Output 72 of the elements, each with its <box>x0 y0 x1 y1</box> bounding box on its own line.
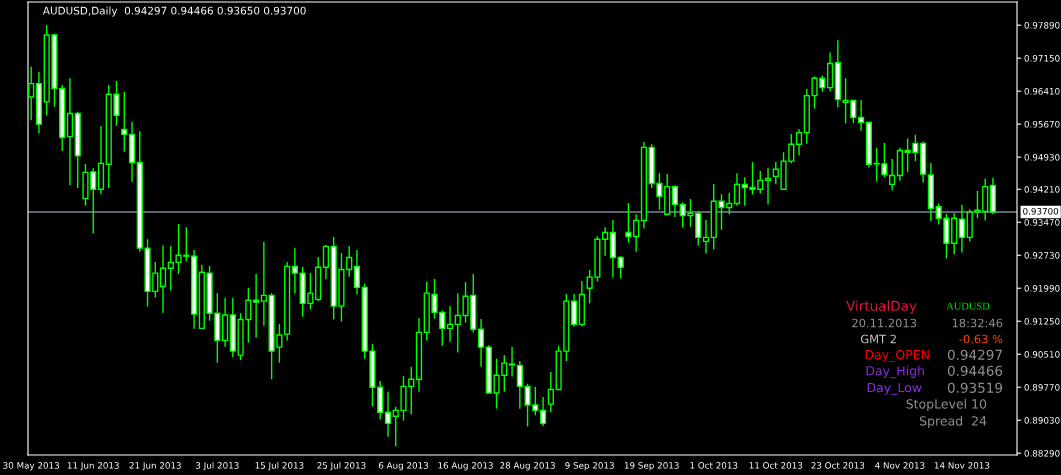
annotation: Day_High <box>866 365 924 379</box>
y-tick-label: 0.95670 <box>1024 121 1060 128</box>
candlestick <box>353 249 361 296</box>
annotation: 0.94466 <box>947 365 1003 376</box>
annotation: StopLevel 10 <box>906 398 987 412</box>
y-tick-label: 0.89770 <box>1024 384 1060 391</box>
y-tick-label: 0.96410 <box>1024 88 1060 95</box>
candlestick <box>446 305 454 343</box>
annotation: -0.63 % <box>959 334 1003 344</box>
candlestick <box>547 371 554 413</box>
x-tick-label: 21 Jun 2013 <box>129 462 181 471</box>
annotation: Day_OPEN <box>865 349 929 363</box>
x-tick-label: 3 Jul 2013 <box>196 461 239 471</box>
candlestick <box>617 255 624 280</box>
annotation: Spread 24 <box>919 415 987 429</box>
annotation: GMT 2 <box>860 334 896 344</box>
candlestick <box>121 91 128 153</box>
y-tick-label: 0.93470 <box>1024 219 1060 226</box>
chart-title: AUDUSD,Daily 0.94297 0.94466 0.93650 0.93700 <box>42 6 306 17</box>
x-tick-label: 9 Sep 2013 <box>565 462 614 471</box>
x-tick-label: 15 Jul 2013 <box>255 461 304 471</box>
y-tick-label: 0.90510 <box>1024 351 1060 358</box>
candlestick <box>253 273 260 339</box>
x-tick-label: 23 Oct 2013 <box>811 462 865 469</box>
candlestick <box>384 390 392 438</box>
y-tick-label: 0.94930 <box>1024 153 1060 161</box>
candlestick <box>28 65 35 121</box>
y-tick-label: 0.91990 <box>1024 285 1060 292</box>
y-tick-label: 0.88290 <box>1024 450 1060 457</box>
x-tick-label: 19 Sep 2013 <box>624 462 679 471</box>
x-tick-label: 6 Aug 2013 <box>378 462 429 471</box>
y-tick-label: 0.97150 <box>1024 55 1060 62</box>
x-tick-label: 11 Oct 2013 <box>749 462 803 469</box>
x-tick-label: 1 Oct 2013 <box>690 462 738 469</box>
ref-line-label: 0.93700 <box>1023 207 1059 215</box>
y-tick-label: 0.92730 <box>1024 252 1060 259</box>
candlestick <box>508 346 516 378</box>
candlestick <box>671 184 679 218</box>
candlestick <box>539 396 547 427</box>
candlestick <box>857 99 865 132</box>
annotation: 20.11.2013 <box>852 318 917 328</box>
x-tick-label: 4 Nov 2013 <box>875 462 925 469</box>
candlestick <box>260 241 267 327</box>
x-tick-label: 11 Jun 2013 <box>67 462 119 471</box>
candlestick <box>602 226 609 257</box>
candlestick <box>733 172 741 207</box>
x-tick-label: 28 Aug 2013 <box>500 462 555 471</box>
annotation: 18:32:46 <box>952 318 1003 328</box>
y-tick-label: 0.94210 <box>1024 186 1060 193</box>
candlestick <box>291 247 298 295</box>
candlestick <box>322 244 330 281</box>
annotation: VirtualDay <box>846 300 917 314</box>
y-tick-label: 0.97890 <box>1024 22 1060 29</box>
y-tick-label: 0.89030 <box>1024 417 1060 424</box>
candlestick <box>477 318 485 368</box>
candlestick <box>159 244 167 314</box>
annotation: 0.93519 <box>947 382 1003 393</box>
candlestick <box>702 219 710 255</box>
x-tick-label: 16 Aug 2013 <box>438 462 493 471</box>
annotation: AUDUSD <box>946 302 990 310</box>
x-tick-label: 14 Nov 2013 <box>934 462 990 469</box>
candlestick <box>889 158 896 192</box>
x-tick-label: 25 Jul 2013 <box>317 461 366 471</box>
x-tick-label: 30 May 2013 <box>3 462 60 471</box>
candlestick <box>571 293 578 328</box>
candlestick <box>66 77 74 186</box>
y-tick-label: 0.91250 <box>1024 318 1060 325</box>
annotation: Day_Low <box>867 382 922 396</box>
candlestick <box>795 128 803 157</box>
candlestick <box>958 204 966 254</box>
candlestick <box>764 167 772 206</box>
annotation: 0.94297 <box>947 349 1002 360</box>
